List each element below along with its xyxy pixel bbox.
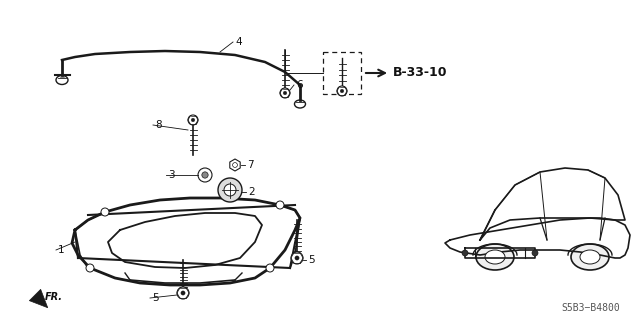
Circle shape	[280, 88, 290, 98]
Circle shape	[284, 91, 287, 95]
Text: 2: 2	[248, 187, 255, 197]
Circle shape	[295, 256, 299, 260]
Circle shape	[181, 291, 185, 295]
Polygon shape	[230, 159, 240, 171]
Circle shape	[266, 264, 274, 272]
Circle shape	[191, 118, 195, 122]
Text: 3: 3	[168, 170, 175, 180]
Circle shape	[462, 250, 468, 256]
Text: 1: 1	[58, 245, 65, 255]
Text: 4: 4	[235, 37, 242, 47]
Circle shape	[101, 208, 109, 216]
Circle shape	[202, 172, 208, 178]
Circle shape	[198, 168, 212, 182]
Ellipse shape	[485, 250, 505, 264]
Circle shape	[177, 287, 189, 299]
Circle shape	[86, 264, 94, 272]
Circle shape	[340, 89, 344, 93]
Text: 6: 6	[296, 80, 303, 90]
Ellipse shape	[571, 244, 609, 270]
Text: 8: 8	[155, 120, 162, 130]
Text: S5B3−B4800: S5B3−B4800	[561, 303, 620, 313]
Circle shape	[218, 178, 242, 202]
Text: FR.: FR.	[45, 292, 63, 302]
Circle shape	[532, 250, 538, 256]
Ellipse shape	[580, 250, 600, 264]
Circle shape	[224, 184, 236, 196]
Text: B-33-10: B-33-10	[393, 66, 447, 79]
Text: 7: 7	[247, 160, 253, 170]
Polygon shape	[29, 289, 48, 308]
Text: 5: 5	[152, 293, 159, 303]
Circle shape	[337, 86, 347, 96]
Ellipse shape	[476, 244, 514, 270]
Circle shape	[188, 115, 198, 125]
Text: 5: 5	[308, 255, 315, 265]
Circle shape	[276, 201, 284, 209]
Circle shape	[291, 252, 303, 264]
